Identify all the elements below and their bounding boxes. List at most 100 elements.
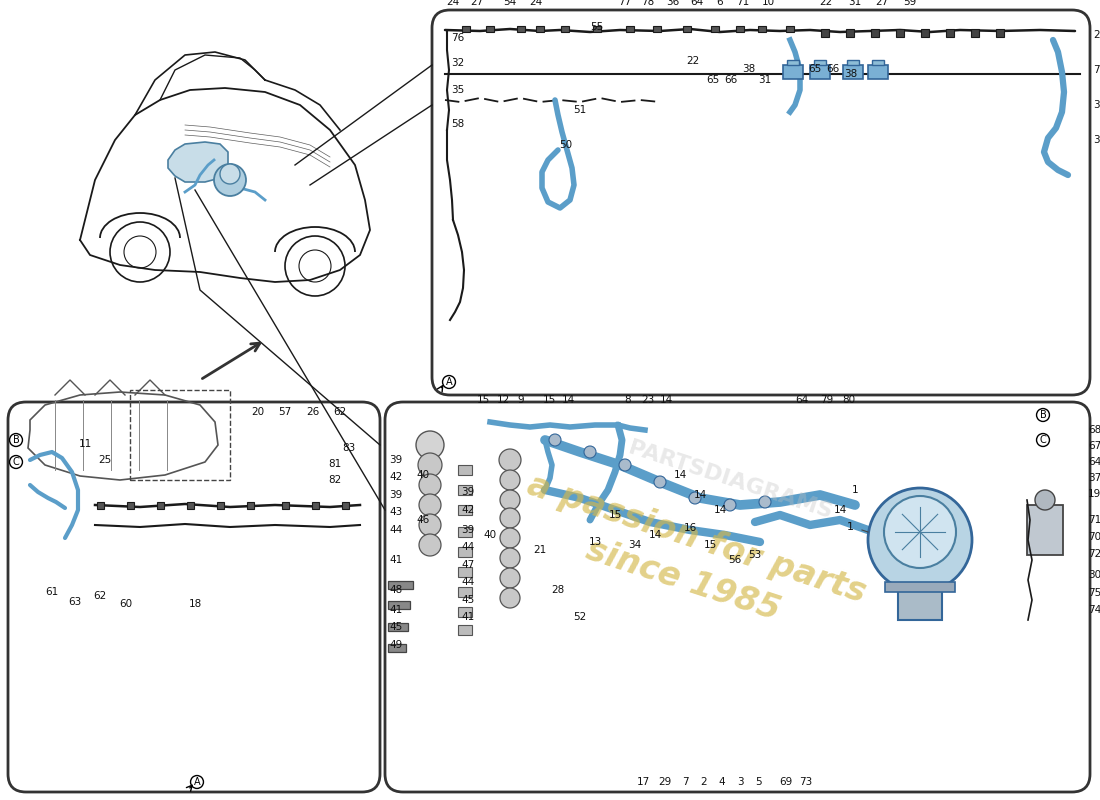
Circle shape xyxy=(500,588,520,608)
Bar xyxy=(847,60,859,65)
Circle shape xyxy=(419,534,441,556)
Bar xyxy=(126,502,134,509)
Bar xyxy=(868,65,888,79)
Text: 15: 15 xyxy=(608,510,622,520)
Text: 15: 15 xyxy=(542,395,556,405)
Text: 20: 20 xyxy=(252,407,265,417)
Bar xyxy=(312,502,319,509)
Bar xyxy=(786,60,799,65)
Text: 65: 65 xyxy=(706,75,719,85)
Bar xyxy=(593,26,601,32)
Text: 39: 39 xyxy=(389,490,403,500)
Text: 26: 26 xyxy=(307,407,320,417)
Text: 44: 44 xyxy=(461,542,474,552)
Bar xyxy=(821,29,829,37)
Text: 40: 40 xyxy=(417,470,430,480)
Text: C: C xyxy=(1040,435,1046,445)
Bar xyxy=(388,601,410,609)
Text: 14: 14 xyxy=(693,490,706,500)
Text: 9: 9 xyxy=(518,395,525,405)
Text: 38: 38 xyxy=(742,64,756,74)
Text: 25: 25 xyxy=(98,455,111,465)
Text: 7: 7 xyxy=(682,777,689,787)
Text: 66: 66 xyxy=(826,64,839,74)
Text: 1: 1 xyxy=(847,522,854,532)
Text: 12: 12 xyxy=(496,395,509,405)
Text: 50: 50 xyxy=(559,140,572,150)
Text: 79: 79 xyxy=(821,395,834,405)
Text: 83: 83 xyxy=(342,443,355,453)
Text: 15: 15 xyxy=(703,540,716,550)
Text: 13: 13 xyxy=(588,537,602,547)
Text: 82: 82 xyxy=(329,475,342,485)
Text: 14: 14 xyxy=(648,530,661,540)
Text: 62: 62 xyxy=(94,591,107,601)
Circle shape xyxy=(500,490,520,510)
Bar xyxy=(130,390,230,480)
Polygon shape xyxy=(168,142,228,182)
Text: 77: 77 xyxy=(618,0,631,7)
Text: 43: 43 xyxy=(389,507,403,517)
Bar xyxy=(886,582,955,592)
Bar xyxy=(388,581,412,589)
Circle shape xyxy=(724,499,736,511)
Circle shape xyxy=(500,528,520,548)
Bar xyxy=(458,547,472,557)
Text: 60: 60 xyxy=(120,599,133,609)
Text: PARTSDIAGRAMS: PARTSDIAGRAMS xyxy=(626,438,835,522)
Text: 27: 27 xyxy=(471,0,484,7)
Bar xyxy=(814,60,826,65)
Bar xyxy=(462,26,470,32)
Bar xyxy=(872,60,884,65)
Circle shape xyxy=(549,434,561,446)
Text: 8: 8 xyxy=(625,395,631,405)
Text: 14: 14 xyxy=(673,470,686,480)
Bar xyxy=(458,505,472,515)
Text: 44: 44 xyxy=(389,525,403,535)
Text: 74: 74 xyxy=(1088,605,1100,615)
Bar xyxy=(458,567,472,577)
Text: 41: 41 xyxy=(389,555,403,565)
Text: 40: 40 xyxy=(483,530,496,540)
Text: 72: 72 xyxy=(1088,549,1100,559)
Circle shape xyxy=(500,470,520,490)
Text: 73: 73 xyxy=(800,777,813,787)
Circle shape xyxy=(1035,490,1055,510)
Circle shape xyxy=(416,431,444,459)
Bar xyxy=(217,502,224,509)
Bar xyxy=(561,26,569,32)
Circle shape xyxy=(214,164,246,196)
Circle shape xyxy=(689,492,701,504)
Text: 42: 42 xyxy=(461,505,474,515)
Circle shape xyxy=(654,476,666,488)
Circle shape xyxy=(759,496,771,508)
Bar xyxy=(458,485,472,495)
Text: B: B xyxy=(1040,410,1046,420)
Bar xyxy=(157,502,164,509)
Text: 44: 44 xyxy=(461,577,474,587)
Text: 34: 34 xyxy=(628,540,641,550)
Text: 66: 66 xyxy=(724,75,737,85)
Bar xyxy=(248,502,254,509)
Text: 2: 2 xyxy=(701,777,707,787)
Text: 30: 30 xyxy=(1088,570,1100,580)
Text: 64: 64 xyxy=(1088,457,1100,467)
Circle shape xyxy=(500,568,520,588)
Text: 42: 42 xyxy=(389,472,403,482)
Text: 59: 59 xyxy=(903,0,916,7)
Bar xyxy=(458,607,472,617)
Bar xyxy=(871,29,879,37)
Text: 56: 56 xyxy=(728,555,741,565)
Text: 63: 63 xyxy=(68,597,81,607)
Text: 69: 69 xyxy=(780,777,793,787)
Text: 48: 48 xyxy=(389,585,403,595)
Bar xyxy=(711,26,719,32)
Text: 17: 17 xyxy=(637,777,650,787)
Text: 1: 1 xyxy=(851,485,858,495)
Bar xyxy=(517,26,525,32)
Text: 33: 33 xyxy=(1093,100,1100,110)
Text: 70: 70 xyxy=(1088,532,1100,542)
Circle shape xyxy=(619,459,631,471)
Text: 67: 67 xyxy=(1088,441,1100,451)
Text: 39: 39 xyxy=(461,525,474,535)
